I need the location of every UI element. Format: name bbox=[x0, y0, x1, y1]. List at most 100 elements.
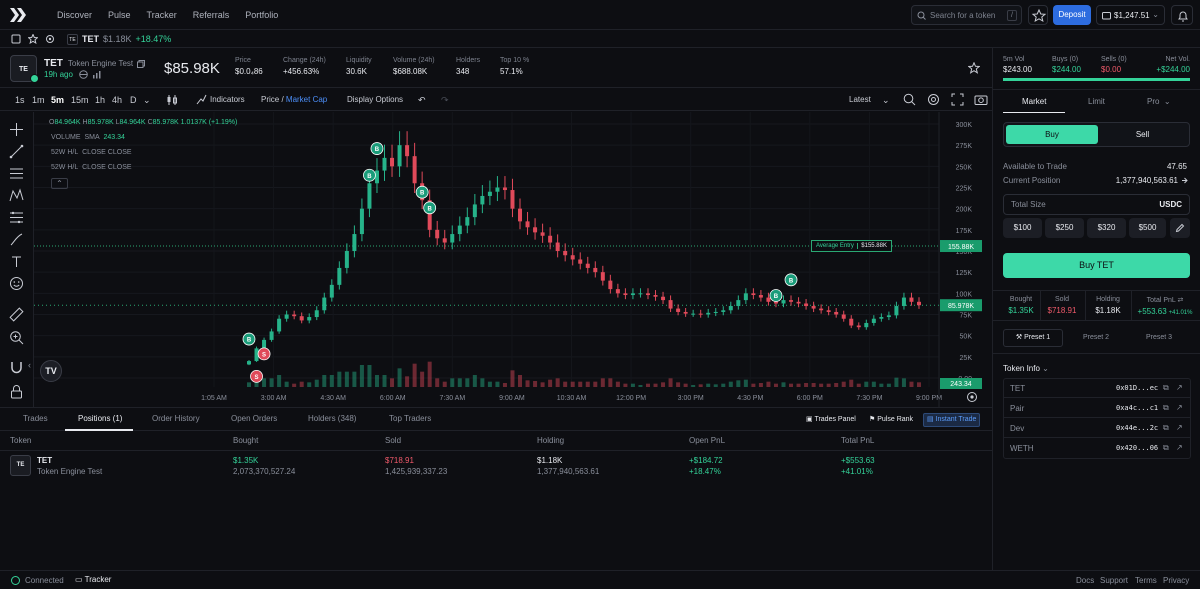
lock-icon[interactable] bbox=[9, 384, 24, 399]
tab-top-traders[interactable]: Top Traders bbox=[389, 414, 432, 423]
tab-positions[interactable]: Positions (1) bbox=[78, 414, 123, 423]
tab-holders[interactable]: Holders (348) bbox=[308, 414, 357, 423]
nav-portfolio[interactable]: Portfolio bbox=[245, 10, 279, 20]
ruler-icon[interactable] bbox=[9, 307, 24, 322]
candle-body[interactable] bbox=[570, 255, 575, 260]
buy-marker[interactable] bbox=[423, 201, 437, 215]
preset-tab-3[interactable]: Preset 3 bbox=[1146, 334, 1173, 341]
candle-body[interactable] bbox=[480, 195, 485, 205]
order-tab-pro[interactable]: Pro ⌄ bbox=[1147, 97, 1171, 106]
nav-referrals[interactable]: Referrals bbox=[192, 10, 230, 20]
timeframe-1h[interactable]: 1h bbox=[95, 95, 106, 105]
chart-canvas[interactable]: 300K 275K 250K 225K 200K 175K 150K 125K 100K 75K 5… bbox=[34, 112, 988, 407]
notifications-button[interactable] bbox=[1171, 5, 1193, 25]
candle-body[interactable] bbox=[585, 263, 590, 268]
instant-trade-button[interactable]: ▤ Instant Trade bbox=[923, 413, 981, 427]
fib-icon[interactable] bbox=[9, 210, 24, 225]
candle-body[interactable] bbox=[766, 297, 771, 302]
candle-body[interactable] bbox=[728, 306, 733, 311]
buy-marker[interactable] bbox=[784, 273, 798, 287]
candle-body[interactable] bbox=[781, 300, 786, 304]
tracker-button[interactable]: ▭ Tracker bbox=[75, 575, 112, 584]
stats-icon[interactable] bbox=[92, 70, 101, 79]
external-link-icon[interactable]: ↗ bbox=[1176, 383, 1183, 392]
total-size-input[interactable]: Total Size USDC bbox=[1003, 194, 1190, 215]
candle-body[interactable] bbox=[390, 157, 395, 167]
emoji-icon[interactable] bbox=[9, 276, 24, 291]
candle-body[interactable] bbox=[819, 308, 824, 311]
copy-address-icon[interactable]: ⧉ bbox=[1163, 403, 1169, 412]
latest-dropdown[interactable]: Latest bbox=[849, 95, 871, 104]
candle-body[interactable] bbox=[706, 312, 711, 315]
candle-body[interactable] bbox=[412, 156, 417, 184]
candle-body[interactable] bbox=[367, 183, 372, 209]
order-tab-limit[interactable]: Limit bbox=[1088, 97, 1105, 106]
favorite-star-icon[interactable] bbox=[968, 62, 980, 74]
zoom-icon[interactable] bbox=[903, 93, 916, 106]
candle-body[interactable] bbox=[254, 348, 259, 362]
candle-body[interactable] bbox=[653, 295, 658, 297]
indicators-icon[interactable] bbox=[196, 94, 207, 105]
candle-body[interactable] bbox=[359, 208, 364, 235]
candle-body[interactable] bbox=[427, 200, 432, 230]
candle-body[interactable] bbox=[879, 317, 884, 319]
trades-panel-button[interactable]: ▣ Trades Panel bbox=[806, 416, 856, 423]
buy-marker[interactable] bbox=[370, 142, 384, 155]
crosshair-icon[interactable] bbox=[9, 122, 24, 137]
copy-icon[interactable] bbox=[137, 59, 146, 68]
candle-body[interactable] bbox=[548, 235, 553, 243]
candle-body[interactable] bbox=[329, 284, 334, 298]
candle-body[interactable] bbox=[518, 208, 523, 222]
footer-link-terms[interactable]: Terms bbox=[1135, 576, 1157, 585]
candle-body[interactable] bbox=[563, 251, 568, 256]
tab-open-orders[interactable]: Open Orders bbox=[231, 414, 278, 423]
candle-body[interactable] bbox=[789, 300, 794, 302]
undo-icon[interactable]: ↶ bbox=[418, 95, 426, 105]
timeframe-15m[interactable]: 15m bbox=[71, 95, 89, 105]
buy-marker[interactable] bbox=[363, 168, 376, 182]
candle-body[interactable] bbox=[849, 318, 854, 326]
candle-body[interactable] bbox=[894, 306, 899, 316]
candle-body[interactable] bbox=[683, 311, 688, 314]
chart-axis-settings-icon[interactable] bbox=[966, 391, 978, 403]
candle-body[interactable] bbox=[615, 289, 620, 294]
footer-link-docs[interactable]: Docs bbox=[1076, 576, 1095, 585]
candle-body[interactable] bbox=[322, 297, 327, 311]
candle-body[interactable] bbox=[495, 187, 500, 192]
candle-body[interactable] bbox=[698, 313, 703, 315]
buy-marker[interactable] bbox=[415, 185, 429, 199]
pulse-rank-button[interactable]: ⚑ Pulse Rank bbox=[869, 416, 914, 423]
candle-body[interactable] bbox=[661, 296, 666, 301]
candle-body[interactable] bbox=[796, 301, 801, 304]
timeframe-1s[interactable]: 1s bbox=[15, 95, 25, 105]
sell-marker[interactable] bbox=[250, 369, 263, 383]
candle-body[interactable] bbox=[450, 234, 455, 243]
timeframe-1m[interactable]: 1m bbox=[32, 95, 45, 105]
fullscreen-icon[interactable] bbox=[951, 93, 964, 106]
tab-order-history[interactable]: Order History bbox=[152, 414, 200, 423]
candle-body[interactable] bbox=[465, 217, 470, 226]
sell-tab[interactable]: Sell bbox=[1135, 130, 1150, 139]
wallet-balance-button[interactable]: $1,247.51 ⌄ bbox=[1096, 5, 1165, 25]
candle-body[interactable] bbox=[555, 242, 560, 251]
nav-pulse[interactable]: Pulse bbox=[108, 10, 131, 20]
candle-body[interactable] bbox=[578, 259, 583, 264]
candle-body[interactable] bbox=[487, 191, 492, 196]
candle-body[interactable] bbox=[773, 301, 778, 304]
candle-body[interactable] bbox=[457, 225, 462, 235]
candle-body[interactable] bbox=[525, 221, 530, 228]
nav-tracker[interactable]: Tracker bbox=[146, 10, 177, 20]
footer-link-privacy[interactable]: Privacy bbox=[1163, 576, 1190, 585]
search-input[interactable]: Search for a token / bbox=[911, 5, 1022, 25]
candle-body[interactable] bbox=[645, 293, 650, 296]
candle-body[interactable] bbox=[292, 314, 297, 317]
candle-body[interactable] bbox=[382, 157, 387, 171]
market-cap-toggle[interactable]: Market Cap bbox=[285, 95, 328, 104]
brush-icon[interactable] bbox=[9, 232, 24, 247]
candle-body[interactable] bbox=[247, 361, 251, 365]
copy-address-icon[interactable]: ⧉ bbox=[1163, 383, 1169, 392]
candle-body[interactable] bbox=[337, 267, 342, 285]
candle-body[interactable] bbox=[758, 295, 763, 298]
candle-body[interactable] bbox=[804, 303, 809, 307]
candle-body[interactable] bbox=[540, 232, 545, 236]
